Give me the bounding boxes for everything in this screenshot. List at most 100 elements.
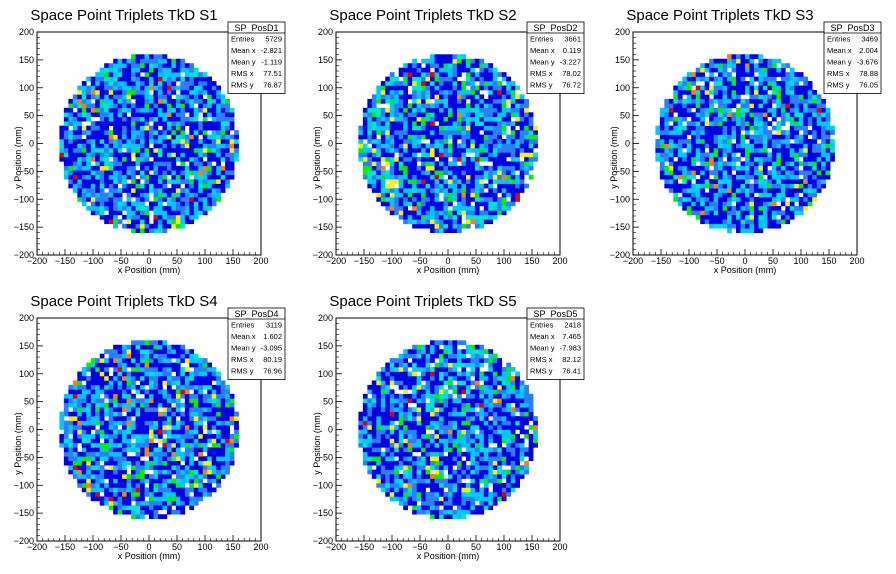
- heatmap-bin: [108, 116, 114, 122]
- heatmap-bin: [762, 165, 768, 171]
- heatmap-bin: [519, 94, 525, 100]
- heatmap-bin: [461, 112, 467, 118]
- heatmap-bin: [86, 425, 92, 430]
- heatmap-bin: [776, 121, 782, 126]
- heatmap-bin: [470, 143, 476, 149]
- heatmap-bin: [207, 433, 213, 439]
- heatmap-bin: [362, 152, 368, 158]
- heatmap-bin: [157, 469, 163, 475]
- heatmap-bin: [403, 165, 408, 171]
- heatmap-bin: [753, 147, 759, 153]
- heatmap-bin: [122, 358, 127, 363]
- heatmap-bin: [497, 98, 503, 104]
- heatmap-bin: [407, 72, 413, 77]
- heatmap-bin: [131, 429, 136, 435]
- heatmap-bin: [157, 112, 163, 118]
- heatmap-bin: [686, 130, 692, 135]
- heatmap-bin: [664, 147, 670, 153]
- heatmap-bin: [86, 429, 92, 435]
- heatmap-bin: [135, 416, 141, 421]
- heatmap-bin: [443, 210, 449, 216]
- heatmap-bin: [189, 496, 195, 502]
- heatmap-bin: [68, 139, 74, 144]
- heatmap-bin: [99, 112, 105, 118]
- heatmap-bin: [157, 219, 163, 225]
- heatmap-bin: [90, 433, 96, 439]
- heatmap-bin: [135, 139, 141, 144]
- heatmap-bin: [171, 170, 177, 176]
- heatmap-bin: [515, 152, 520, 158]
- heatmap-bin: [162, 143, 168, 149]
- heatmap-bin: [749, 125, 755, 131]
- heatmap-bin: [443, 121, 449, 126]
- heatmap-bin: [153, 143, 159, 149]
- heatmap-bin: [731, 58, 737, 64]
- heatmap-bin: [149, 411, 154, 417]
- heatmap-bin: [202, 98, 208, 104]
- heatmap-bin: [166, 139, 172, 144]
- heatmap-bin: [149, 340, 154, 346]
- heatmap-bin: [157, 72, 163, 77]
- heatmap-bin: [403, 139, 408, 144]
- heatmap-bin: [524, 147, 529, 153]
- heatmap-bin: [153, 152, 159, 158]
- heatmap-bin: [117, 210, 123, 216]
- heatmap-bin: [162, 174, 168, 180]
- heatmap-bin: [501, 156, 507, 162]
- heatmap-bin: [362, 107, 368, 113]
- heatmap-bin: [722, 81, 728, 86]
- heatmap-bin: [771, 107, 777, 113]
- heatmap-bin: [425, 210, 431, 216]
- heatmap-bin: [131, 223, 136, 229]
- heatmap-bin: [767, 188, 773, 193]
- y-tick-label: −150: [313, 222, 333, 232]
- heatmap-bin: [709, 130, 714, 135]
- heatmap-bin: [803, 130, 809, 135]
- heatmap-bin: [439, 161, 444, 167]
- heatmap-bin: [434, 165, 440, 171]
- heatmap-bin: [68, 174, 74, 180]
- heatmap-bin: [131, 94, 136, 100]
- heatmap-bin: [193, 384, 199, 390]
- heatmap-bin: [180, 483, 186, 488]
- heatmap-bin: [470, 116, 476, 122]
- heatmap-bin: [492, 76, 498, 82]
- heatmap-bin: [497, 179, 503, 184]
- heatmap-bin: [189, 353, 195, 359]
- heatmap-bin: [736, 214, 741, 220]
- heatmap-bin: [465, 201, 471, 207]
- heatmap-bin: [758, 103, 764, 109]
- heatmap-bin: [794, 72, 800, 77]
- heatmap-bin: [515, 98, 520, 104]
- heatmap-bin: [394, 143, 400, 149]
- heatmap-bin: [198, 438, 204, 444]
- heatmap-bin: [81, 474, 87, 479]
- heatmap-bin: [95, 474, 101, 479]
- heatmap-bin: [380, 130, 386, 135]
- heatmap-bin: [421, 94, 426, 100]
- heatmap-bin: [789, 121, 795, 126]
- heatmap-bin: [198, 380, 204, 386]
- heatmap-bin: [108, 201, 114, 207]
- heatmap-bin: [126, 447, 132, 453]
- heatmap-bin: [762, 147, 768, 153]
- heatmap-bin: [171, 179, 177, 184]
- heatmap-bin: [709, 116, 714, 122]
- heatmap-bin: [166, 344, 172, 350]
- heatmap-bin: [798, 107, 804, 113]
- heatmap-bin: [193, 76, 199, 82]
- heatmap-bin: [682, 174, 688, 180]
- heatmap-bin: [758, 98, 764, 104]
- heatmap-bin: [780, 107, 786, 113]
- heatmap-bin: [180, 219, 186, 225]
- heatmap-bin: [126, 358, 132, 363]
- heatmap-bin: [113, 94, 118, 100]
- heatmap-bin: [673, 147, 679, 153]
- heatmap-bin: [668, 179, 674, 184]
- heatmap-bin: [488, 192, 494, 198]
- heatmap-bin: [171, 85, 177, 91]
- heatmap-bin: [704, 161, 710, 167]
- heatmap-bin: [416, 72, 422, 77]
- heatmap-bin: [140, 438, 145, 444]
- heatmap-bin: [830, 130, 835, 135]
